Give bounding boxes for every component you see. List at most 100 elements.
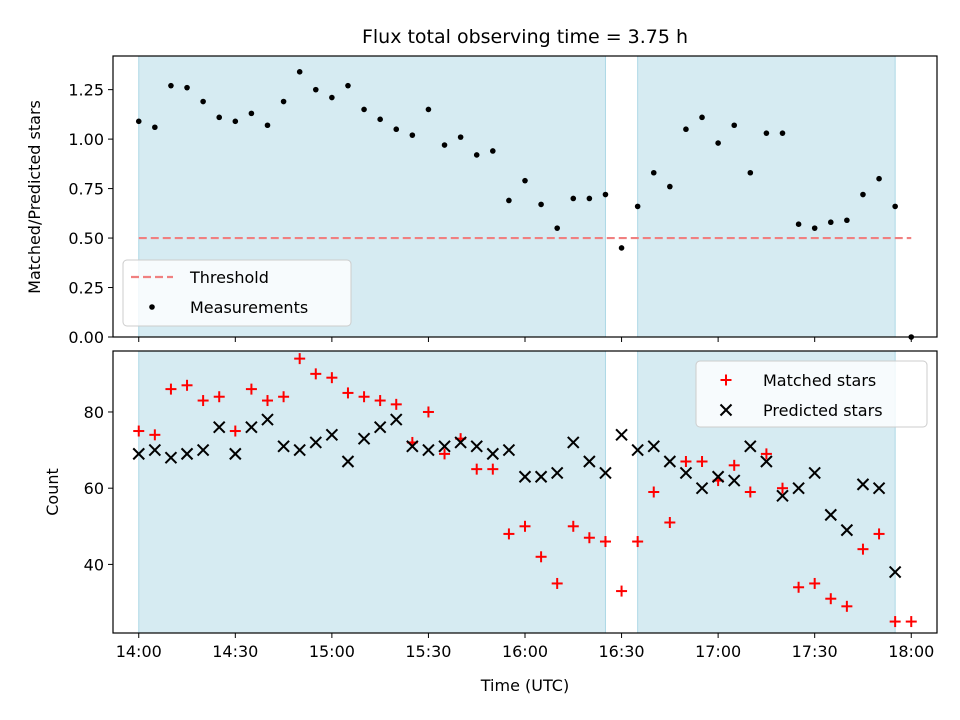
top-panel: 0.00 0.25 0.50 0.75 1.00 1.25 Threshold Measure… (68, 55, 938, 347)
predicted-point-29-b (599, 466, 612, 480)
xtick-label-1: 14:30 (212, 642, 258, 661)
measurement-point-22 (490, 148, 496, 154)
measurement-point-19 (441, 142, 448, 148)
matched-point-9 (278, 391, 290, 403)
predicted-point-46 (872, 481, 886, 495)
measurement-point-18 (425, 106, 432, 113)
measurement-point-20 (457, 134, 464, 140)
predicted-point-22 (486, 447, 500, 461)
measurement-point-17 (409, 132, 416, 138)
matched-point-27 (567, 520, 579, 532)
matched-point-44 (841, 600, 853, 612)
predicted-point-32-b (647, 440, 660, 453)
top-series-dot (135, 69, 915, 340)
matched-point-28 (583, 532, 595, 544)
predicted-point-17 (406, 440, 419, 453)
measurement-point-35 (699, 114, 705, 121)
predicted-point-23 (502, 443, 516, 457)
predicted-point-28-b (583, 455, 596, 468)
top-ytick-label-4: 1.00 (68, 130, 104, 149)
predicted-point-27 (567, 436, 580, 449)
matched-point-0 (133, 425, 145, 437)
predicted-point-46-b (872, 481, 886, 495)
predicted-point-35-b (695, 481, 709, 495)
matched-point-30 (616, 585, 628, 597)
measurement-point-26 (554, 225, 560, 231)
matched-point-46 (873, 528, 885, 540)
measurement-point-30 (618, 245, 625, 251)
measurement-point-46 (876, 175, 882, 182)
measurement-point-7 (248, 110, 255, 117)
bottom-legend-box (695, 360, 928, 428)
measurement-point-12 (329, 94, 335, 101)
predicted-point-19-b (438, 440, 451, 453)
predicted-point-4 (196, 443, 210, 457)
matched-point-39 (760, 448, 772, 460)
measurement-point-16 (393, 126, 400, 133)
measurement-point-5 (216, 114, 223, 121)
xtick-label-4: 16:00 (502, 642, 548, 661)
predicted-point-47 (888, 565, 902, 579)
matched-point-7 (245, 383, 257, 395)
matched-point-47 (889, 616, 901, 628)
predicted-point-40 (776, 489, 789, 503)
predicted-point-11-b (309, 436, 322, 449)
predicted-point-41-b (792, 481, 805, 495)
matched-point-4 (197, 395, 209, 407)
measurement-point-10 (296, 69, 303, 75)
measurement-point-41 (795, 221, 802, 228)
top-y-axis-label: Matched/Predicted stars (25, 100, 44, 294)
predicted-point-31 (631, 443, 644, 457)
matched-point-6 (229, 425, 241, 437)
predicted-point-9 (277, 440, 290, 453)
predicted-point-20-b (454, 436, 467, 449)
matched-point-22 (487, 463, 499, 475)
measurement-point-25 (538, 201, 544, 208)
predicted-point-5-b (213, 421, 226, 434)
matched-point-35 (696, 456, 708, 468)
measurement-point-34 (683, 126, 689, 133)
measurement-point-29 (602, 191, 609, 198)
predicted-point-43-b (824, 508, 837, 522)
xtick-label-5: 16:30 (599, 642, 645, 661)
predicted-point-4-b (196, 443, 210, 457)
predicted-point-39-b (760, 455, 773, 468)
predicted-point-42 (808, 466, 821, 480)
measurement-point-1 (152, 124, 158, 131)
predicted-point-34 (679, 466, 693, 480)
matched-point-16 (390, 398, 402, 410)
predicted-point-35 (695, 481, 709, 495)
predicted-point-15 (373, 421, 387, 434)
bottom-y-axis-label: Count (43, 468, 62, 516)
bottom-series-x (132, 413, 902, 579)
matched-point-15 (374, 395, 386, 407)
predicted-point-38 (744, 440, 757, 453)
top-ytick-label-0: 0.00 (68, 328, 104, 347)
predicted-point-9-b (277, 440, 290, 453)
predicted-point-13-b (341, 455, 355, 468)
predicted-point-38-b (744, 440, 757, 453)
predicted-point-18 (422, 443, 435, 457)
predicted-point-40-b (776, 489, 789, 503)
predicted-point-28 (583, 455, 596, 468)
measurement-point-3 (184, 84, 190, 91)
bottom-legend: Matched stars Predicted stars (695, 360, 928, 428)
predicted-point-31-b (631, 443, 644, 457)
measurement-point-44 (844, 217, 850, 224)
measurement-point-8 (264, 122, 271, 129)
matched-point-42 (809, 577, 821, 589)
bottom-ytick-label-2: 80 (84, 403, 104, 422)
matched-point-43 (825, 593, 837, 605)
matched-point-24 (519, 520, 531, 532)
predicted-point-3 (180, 447, 194, 461)
predicted-point-19 (438, 440, 451, 453)
xtick-label-8: 18:00 (888, 642, 934, 661)
predicted-point-6-b (229, 447, 242, 461)
legend-predicted-swatch (719, 403, 733, 417)
matched-point-48 (905, 616, 917, 628)
xtick-label-3: 15:30 (405, 642, 451, 661)
matched-point-31 (632, 536, 644, 548)
matched-point-33 (664, 516, 676, 528)
